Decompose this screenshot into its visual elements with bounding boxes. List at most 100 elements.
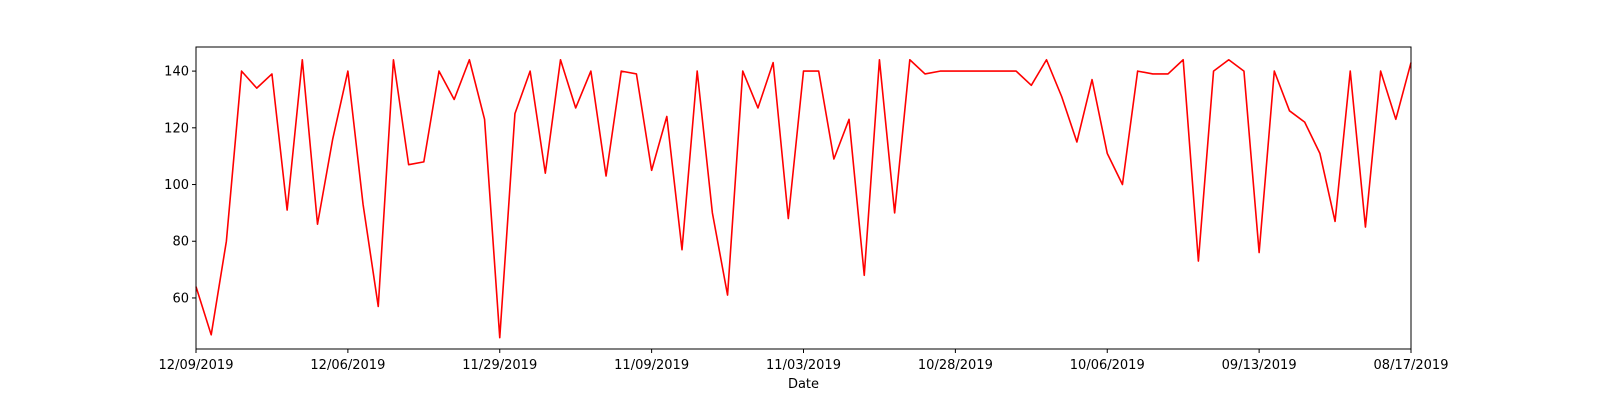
data-point: [803, 70, 805, 72]
data-point: [1228, 59, 1230, 61]
data-point: [544, 172, 546, 174]
data-point: [696, 70, 698, 72]
data-point: [1030, 84, 1032, 86]
data-point: [727, 294, 729, 296]
x-axis: 12/09/2019 12/06/2019 11/29/2019 11/09/2019…: [159, 349, 1449, 373]
data-point: [377, 305, 379, 307]
data-point: [605, 175, 607, 177]
data-point: [347, 70, 349, 72]
x-tick-label: 11/09/2019: [614, 358, 689, 373]
data-point: [241, 70, 243, 72]
y-tick-label: 80: [172, 235, 189, 250]
data-point: [1121, 184, 1123, 186]
data-point: [499, 337, 501, 339]
data-point: [1137, 70, 1139, 72]
data-point: [408, 164, 410, 166]
data-point: [894, 212, 896, 214]
data-point: [939, 70, 941, 72]
series-line: [195, 58, 1412, 339]
data-point: [286, 209, 288, 211]
data-point: [666, 115, 668, 117]
data-point: [1258, 252, 1260, 254]
data-point: [210, 334, 212, 336]
data-point: [514, 113, 516, 115]
data-point: [362, 203, 364, 205]
data-point: [620, 70, 622, 72]
data-point: [848, 118, 850, 120]
plot-frame: [195, 46, 1412, 350]
data-point: [878, 59, 880, 61]
x-axis-label: Date: [788, 377, 819, 392]
data-point: [833, 158, 835, 160]
data-point: [1213, 70, 1215, 72]
data-point: [985, 70, 987, 72]
x-tick-label: 11/03/2019: [766, 358, 841, 373]
x-tick-label: 12/09/2019: [159, 358, 234, 373]
data-point: [438, 70, 440, 72]
data-point: [1167, 73, 1169, 75]
data-point: [256, 87, 258, 89]
data-point: [1380, 70, 1382, 72]
data-point: [317, 223, 319, 225]
data-point: [772, 62, 774, 64]
data-point: [332, 138, 334, 140]
x-tick-label: 11/29/2019: [462, 358, 537, 373]
data-point: [453, 98, 455, 100]
data-point: [757, 107, 759, 109]
data-point: [590, 70, 592, 72]
y-tick-label: 120: [164, 121, 189, 136]
data-point: [1273, 70, 1275, 72]
data-point: [1152, 73, 1154, 75]
data-point: [711, 212, 713, 214]
data-point: [225, 240, 227, 242]
data-point: [909, 59, 911, 61]
data-point: [1106, 152, 1108, 154]
data-point: [742, 70, 744, 72]
data-point: [1015, 70, 1017, 72]
data-point: [1364, 226, 1366, 228]
data-point: [1046, 59, 1048, 61]
x-tick-label: 08/17/2019: [1374, 358, 1449, 373]
data-point: [651, 169, 653, 171]
series-layer: [195, 58, 1412, 339]
data-point: [423, 161, 425, 163]
data-point: [1395, 118, 1397, 120]
y-axis: 60 80 100 120 140: [164, 65, 196, 306]
data-point: [970, 70, 972, 72]
x-tick-label: 10/28/2019: [918, 358, 993, 373]
data-point: [392, 59, 394, 61]
data-point: [301, 59, 303, 61]
data-point: [1061, 96, 1063, 98]
x-tick-label: 12/06/2019: [310, 358, 385, 373]
data-point: [818, 70, 820, 72]
data-point: [1197, 260, 1199, 262]
data-point: [1000, 70, 1002, 72]
data-point: [863, 274, 865, 276]
data-point: [1349, 70, 1351, 72]
data-point: [1243, 70, 1245, 72]
data-point: [271, 73, 273, 75]
y-tick-label: 100: [164, 178, 189, 193]
data-point: [681, 249, 683, 251]
data-point: [468, 59, 470, 61]
y-tick-label: 60: [172, 291, 189, 306]
x-tick-label: 09/13/2019: [1222, 358, 1297, 373]
data-point: [924, 73, 926, 75]
data-point: [954, 70, 956, 72]
data-point: [1319, 152, 1321, 154]
data-point: [787, 218, 789, 220]
data-point: [484, 118, 486, 120]
data-point: [1304, 121, 1306, 123]
data-point: [1076, 141, 1078, 143]
data-point: [560, 59, 562, 61]
y-tick-label: 140: [164, 65, 189, 80]
data-point: [575, 107, 577, 109]
data-point: [1289, 110, 1291, 112]
data-point: [1182, 59, 1184, 61]
data-point: [1091, 79, 1093, 81]
x-tick-label: 10/06/2019: [1070, 358, 1145, 373]
data-point: [635, 73, 637, 75]
data-point: [529, 70, 531, 72]
